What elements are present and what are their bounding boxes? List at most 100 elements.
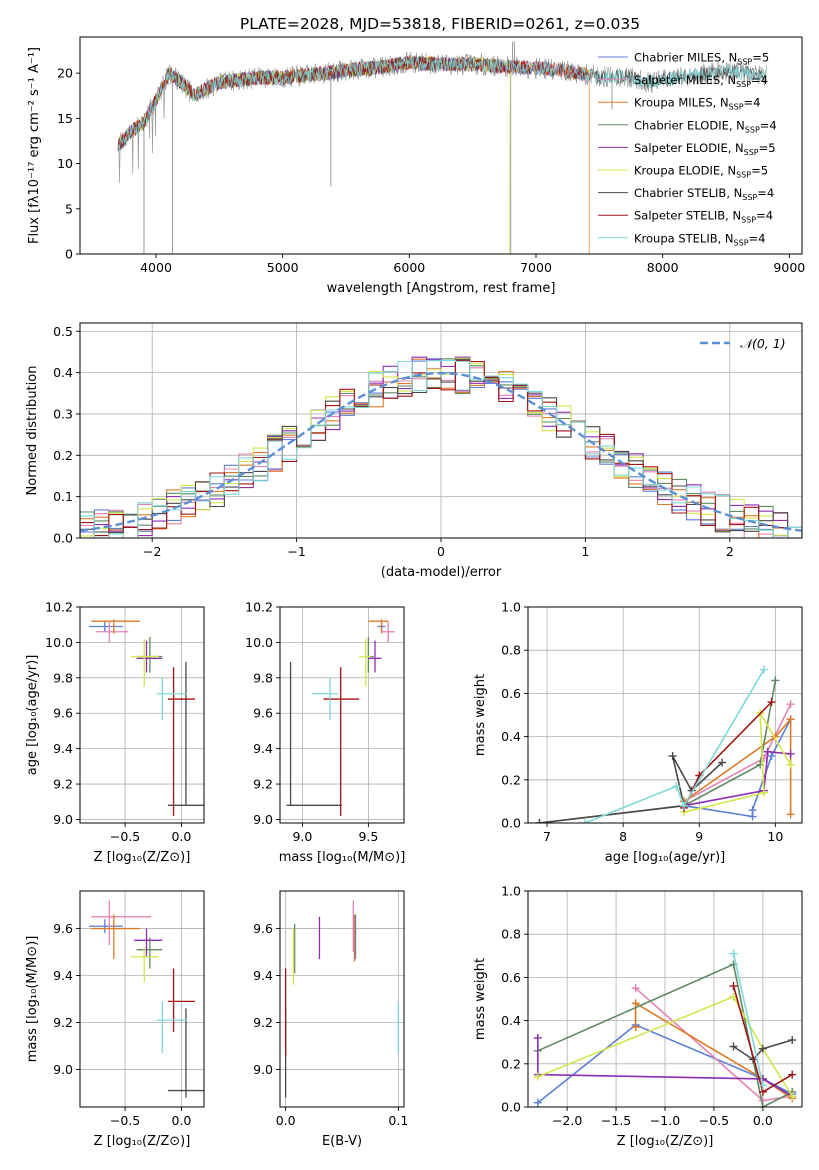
legend-suffix: =5 <box>752 51 769 65</box>
y-tick-label: 9.6 <box>53 706 73 721</box>
plot-area-weight_vs_age <box>535 665 795 823</box>
y-tick-label: 10.2 <box>45 600 73 615</box>
y-tick-label: 0.6 <box>501 686 521 701</box>
axes-frame <box>79 606 205 824</box>
y-tick-label: 0 <box>65 247 73 262</box>
legend-label: Kroupa STELIB, NSSP=4 <box>634 231 765 247</box>
x-tick-label: 0.0 <box>753 1113 773 1128</box>
x-tick-label: 10 <box>767 829 783 844</box>
x-axis-label: wavelength [Angstrom, rest frame] <box>327 281 556 296</box>
series-kroupa_stelib <box>581 665 768 823</box>
panels: 4000 5000 6000 7000 8000 900005101520waveleng… <box>25 36 805 1149</box>
point-kroupa_stelib <box>156 1001 188 1053</box>
point-chabrier_miles <box>89 919 123 934</box>
plot-area-mass_vs_Z <box>89 900 204 1098</box>
series-chabrier_elodie <box>535 676 780 823</box>
legend-suffix: =4 <box>751 73 768 87</box>
x-tick-label: 2 <box>726 544 734 559</box>
point-salpeter_stelib <box>167 968 195 1032</box>
legend: 𝒩(0, 1) <box>700 336 786 351</box>
x-tick-label: 9.0 <box>292 829 312 844</box>
point-salpeter_elodie <box>368 640 382 673</box>
y-tick-label: 9.0 <box>253 812 273 827</box>
legend-label: Chabrier ELODIE, NSSP=4 <box>634 118 777 134</box>
y-tick-label: 10.2 <box>245 600 273 615</box>
point-chabrier_miles <box>89 621 123 632</box>
x-tick-label: 5000 <box>267 260 299 275</box>
y-tick-label: 9.0 <box>253 1062 273 1077</box>
panel-mass_vs_Z: −0.5 0.0 9.0 9.2 9.4 9.6 Z [log₁₀(Z/Z⊙)] mass [… <box>25 890 205 1149</box>
plot-area-residual_histogram <box>80 356 802 538</box>
legend-label: Chabrier MILES, NSSP=5 <box>634 51 769 67</box>
panel-mass_vs_EBV: 0.0 0.1 9.0 9.2 9.4 9.6 E(B-V) <box>253 890 408 1149</box>
series-line <box>539 680 777 823</box>
x-tick-label: −2.0 <box>552 1113 582 1128</box>
x-tick-label: −2 <box>143 544 161 559</box>
point-chabrier_stelib <box>286 661 342 806</box>
y-tick-label: 0.2 <box>501 1056 521 1071</box>
legend-subscript: SSP <box>742 193 757 202</box>
point-salpeter_elodie <box>134 928 163 957</box>
axes-frame <box>279 606 405 824</box>
plot-area-age_vs_Z <box>89 619 204 816</box>
y-tick-label: 0.3 <box>53 406 73 421</box>
series-salpeter_elodie <box>533 1033 797 1101</box>
x-tick-label: 0 <box>437 544 445 559</box>
y-tick-label: 9.4 <box>253 741 273 756</box>
y-tick-label: 0.4 <box>53 365 73 380</box>
series-line <box>732 953 764 1086</box>
point-salpeter_miles <box>91 900 152 945</box>
y-axis-label: Normed distribution <box>25 366 40 496</box>
x-axis-label: Z [log₁₀(Z/Z⊙)] <box>617 1134 714 1149</box>
y-tick-label: 10.0 <box>45 635 73 650</box>
x-axis-label: Z [log₁₀(Z/Z⊙)] <box>94 850 191 865</box>
x-axis-label: (data-model)/error <box>381 565 502 580</box>
series-line <box>537 963 793 1107</box>
y-tick-label: 10 <box>57 156 73 171</box>
panel-spectrum: 4000 5000 6000 7000 8000 9000 0 5 10 15 20 waveleng… <box>27 36 805 296</box>
y-axis-label: age [log₁₀(age/yr)] <box>25 655 40 776</box>
y-tick-label: 9.6 <box>253 921 273 936</box>
legend-subscript: SSP <box>744 148 759 157</box>
y-tick-label: 9.2 <box>53 777 73 792</box>
x-axis-label: E(B-V) <box>322 1134 362 1149</box>
x-tick-label: 9 <box>695 829 703 844</box>
y-tick-label: 9.0 <box>53 1062 73 1077</box>
axes-frame <box>279 890 405 1108</box>
legend-label: Chabrier STELIB, NSSP=4 <box>634 186 774 202</box>
y-tick-label: 0.2 <box>501 772 521 787</box>
y-tick-label: 9.2 <box>53 1015 73 1030</box>
panel-weight_vs_age: 7 8 9 10 0.0 0.2 0.4 0.6 0.8 1.0 age [log₁₀(age/yr… <box>473 600 803 865</box>
plot-area-spectrum <box>117 41 767 254</box>
x-tick-label: 9000 <box>773 260 805 275</box>
legend-suffix: =4 <box>757 186 774 200</box>
axes-frame <box>79 36 803 255</box>
series-chabrier_stelib <box>729 1036 797 1064</box>
axes-frame <box>527 606 803 824</box>
y-axis-label: mass weight <box>473 674 488 756</box>
x-tick-label: 0.1 <box>388 1113 408 1128</box>
y-tick-label: 1.0 <box>501 884 521 899</box>
x-tick-label: 8 <box>619 829 627 844</box>
y-tick-label: 9.8 <box>53 670 73 685</box>
panel-age_vs_mass: 9.0 9.5 9.0 9.2 9.4 9.6 9.8 10.0 10.2 mass [log₁₀… <box>245 600 405 866</box>
plot-area-age_vs_mass <box>286 619 395 816</box>
gaussian-curve <box>80 371 802 532</box>
y-tick-label: 0.0 <box>501 816 521 831</box>
point-kroupa_stelib <box>311 677 339 721</box>
plot-area-mass_vs_EBV <box>284 900 400 1098</box>
y-tick-label: 9.6 <box>53 921 73 936</box>
x-tick-label: −1.5 <box>601 1113 631 1128</box>
x-tick-label: −1.0 <box>650 1113 680 1128</box>
y-tick-label: 9.0 <box>53 812 73 827</box>
histogram-salpeter_stelib <box>80 359 802 538</box>
point-kroupa_miles <box>91 914 140 960</box>
y-tick-label: 0.8 <box>501 927 521 942</box>
model-spectrum-kroupa_stelib <box>117 56 767 149</box>
y-tick-label: 9.2 <box>253 777 273 792</box>
series-line <box>634 1001 793 1100</box>
legend: Chabrier MILES, NSSP=5 Salpeter MILES, NS… <box>598 51 777 247</box>
y-tick-label: 9.4 <box>53 968 73 983</box>
y-tick-label: 0.6 <box>501 970 521 985</box>
point-kroupa_miles <box>91 619 140 634</box>
